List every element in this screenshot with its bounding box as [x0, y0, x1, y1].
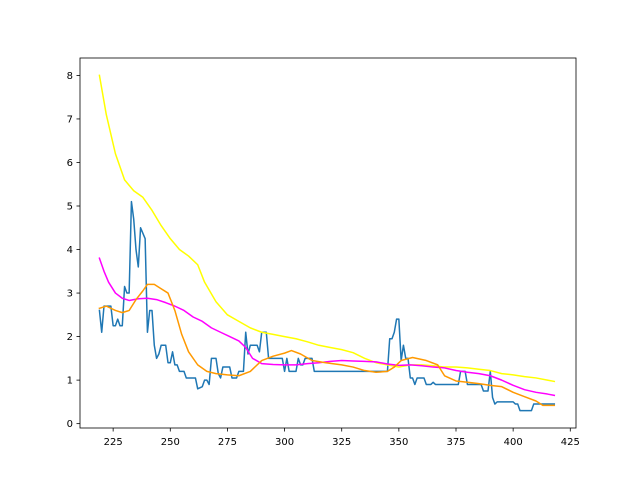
- y-tick-label: 1: [67, 376, 73, 387]
- y-tick-label: 8: [67, 71, 73, 82]
- series-layer: [98, 74, 556, 412]
- y-tick-label: 7: [67, 114, 73, 125]
- series-line-4: [98, 283, 556, 407]
- x-tick-label: 225: [104, 437, 123, 448]
- x-tick-label: 375: [446, 437, 465, 448]
- y-tick-label: 0: [67, 419, 73, 430]
- x-tick-label: 425: [561, 437, 580, 448]
- y-tick-label: 5: [67, 202, 73, 213]
- y-tick-label: 4: [67, 245, 73, 256]
- series-line-3: [98, 257, 556, 397]
- x-tick-label: 250: [161, 437, 180, 448]
- x-tick-label: 350: [389, 437, 408, 448]
- x-tick-label: 275: [218, 437, 237, 448]
- y-tick-label: 3: [67, 289, 73, 300]
- y-tick-label: 2: [67, 332, 73, 343]
- series-line-2: [98, 74, 556, 383]
- y-tick-label: 6: [67, 158, 73, 169]
- axis-layer: 225 250 275 300 325 350 375 400 425 0 1 2 3 4 5 6 7 8: [67, 71, 580, 448]
- x-tick-label: 400: [504, 437, 523, 448]
- x-tick-label: 300: [275, 437, 294, 448]
- plot-frame: [79, 57, 577, 429]
- x-tick-label: 325: [332, 437, 351, 448]
